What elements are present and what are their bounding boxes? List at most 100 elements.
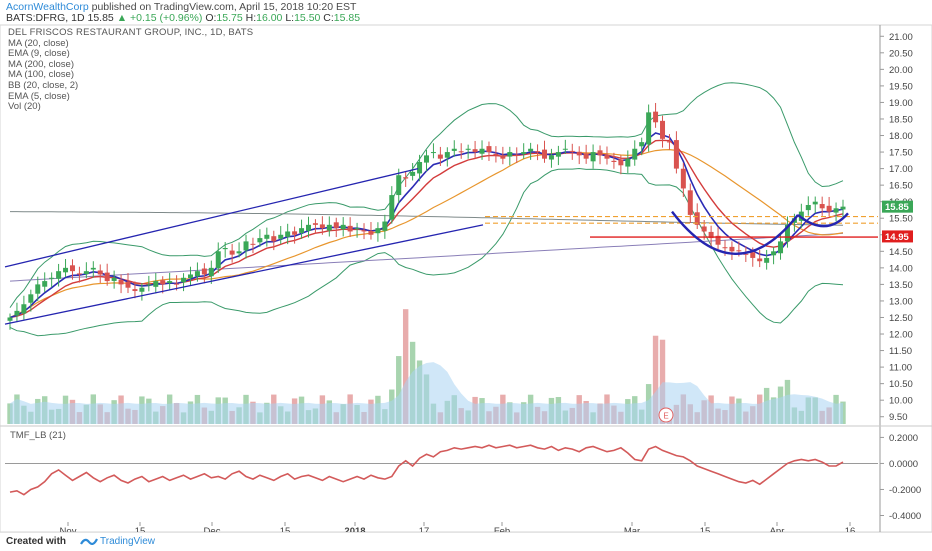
candle-body [201,268,207,275]
chart-frame [0,24,932,532]
candle-body [194,271,200,277]
candle-body [486,146,492,153]
candle-body [63,267,69,273]
candle-body [840,206,846,210]
legend-item-ema9[interactable]: EMA (9, close) [8,48,70,60]
high-value: 16.00 [256,12,283,24]
tradingview-logo-icon[interactable] [80,535,98,549]
price-change: ▲ +0.15 (+0.96%) [116,12,203,24]
candle-body [14,310,20,316]
legend-item-ema5[interactable]: EMA (5, close) [8,90,70,102]
candle-body [479,148,485,154]
candle-body [680,168,686,189]
x-tick-label: 16 [845,526,856,532]
legend-item-ma200[interactable]: MA (200, close) [8,58,74,70]
price-tick-label: 21.00 [889,32,913,43]
candle-body [430,152,436,154]
open-label: O: [205,12,217,24]
ma200-line [9,232,844,282]
candle-body [417,161,423,174]
tmf-tick-label: 0.0000 [889,459,918,470]
price-tick-label: 18.00 [889,131,913,142]
candle-body [250,243,256,245]
created-with-text: Created with [6,536,67,547]
earnings-marker-icon [658,407,674,423]
x-tick-label: Apr [770,526,785,532]
candle-body [437,154,443,159]
x-tick-label: Mar [624,526,640,532]
price-tick-label: 10.50 [889,379,913,390]
channel-lower-trendline [4,224,484,325]
candle-body [771,251,777,256]
candle-body [229,250,235,255]
tradingview-brand-link[interactable]: TradingView [100,536,156,547]
candle-body [465,148,471,150]
candle-body [167,281,173,284]
candle-body [597,150,603,156]
legend-item-ma100[interactable]: MA (100, close) [8,69,74,81]
candle-body [111,277,117,281]
last-price: 15.85 [87,12,114,24]
candle-body [618,159,624,166]
candle-body [812,201,818,205]
candle-body [660,120,666,139]
high-label: H: [245,12,257,24]
candle-body [305,224,311,231]
price-tick-label: 11.00 [889,363,912,374]
candle-body [215,251,221,269]
published-text: published on TradingView.com, April 15, … [91,1,357,13]
candle-body [729,246,735,252]
author-link[interactable]: AcornWealthCorp [6,1,89,13]
price-tick-label: 20.00 [889,65,913,76]
x-tick-label: 15 [280,526,291,532]
candle-body [347,225,353,232]
candle-body [410,171,416,176]
candle-body [743,253,749,255]
close-label: C: [323,12,334,24]
candle-body [666,141,672,143]
price-tick-label: 17.00 [889,164,913,175]
candle-body [396,175,402,196]
candle-body [118,279,124,285]
price-tick-label: 12.50 [889,313,913,324]
candle-body [451,148,457,151]
candle-body [694,212,700,225]
candle-body [368,230,374,235]
x-tick-label: 2018 [344,526,365,532]
candle-body [160,280,166,285]
candle-body [326,224,332,231]
price-tick-label: 18.50 [889,114,913,125]
volume-bar [659,339,666,424]
candle-body [236,251,242,254]
candle-body [222,248,228,250]
candle-body [104,272,110,282]
legend-item-bb[interactable]: BB (20, close, 2) [8,79,79,91]
price-tick-label: 10.00 [889,396,913,407]
legend-item-ma20[interactable]: MA (20, close) [8,37,69,49]
price-tick-label: 13.00 [889,296,913,307]
legend-item-vol[interactable]: Vol (20) [8,101,41,113]
channel-upper-trendline [4,167,419,268]
candle-body [28,294,34,303]
tmf-tick-label: -0.2000 [889,485,921,496]
candle-body [49,277,55,279]
handle-pattern-curve [797,212,849,228]
candle-body [83,271,89,275]
low-label: L: [285,12,295,24]
candle-body [646,112,652,145]
tmf-tick-label: 0.2000 [889,433,918,444]
volume-ma-area [10,362,843,424]
candle-body [805,204,811,211]
candle-body [715,235,721,245]
x-tick-label: 15 [135,526,146,532]
price-chart[interactable]: 21.00 20.50 20.00 19.50 19.00 18.50 18.00 17.50… [0,0,932,532]
x-tick-label: 15 [700,526,711,532]
candle-body [632,148,638,160]
tmf-legend[interactable]: TMF_LB (21) [10,430,66,441]
candle-body [625,158,631,167]
candle-body [361,230,367,232]
candle-body [292,231,298,235]
candle-body [403,177,409,179]
candle-body [757,258,763,262]
candle-body [500,155,506,159]
